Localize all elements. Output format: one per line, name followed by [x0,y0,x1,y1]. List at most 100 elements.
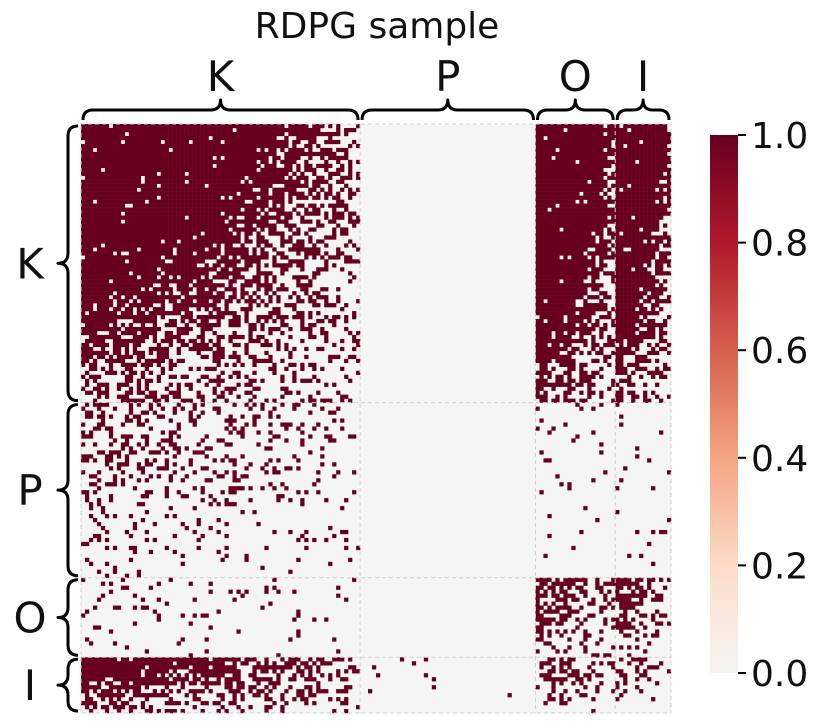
matrix-cell [172,211,177,216]
matrix-cell [284,322,289,328]
matrix-cell [124,179,130,184]
matrix-cell [176,358,181,364]
matrix-cell [172,267,177,272]
matrix-cell [651,374,656,379]
matrix-cell [248,223,253,228]
matrix-cell [272,319,277,324]
matrix-cell [81,135,86,141]
matrix-cell [164,271,169,276]
matrix-cell [180,207,185,212]
matrix-cell [124,291,130,296]
matrix-cell [164,287,169,292]
matrix-cell [555,211,560,216]
matrix-cell [88,279,94,284]
matrix-cell [336,179,341,184]
matrix-cell [108,227,114,232]
matrix-cell [104,291,110,296]
matrix-cell [224,307,229,312]
matrix-cell [164,203,169,208]
matrix-cell [547,263,552,268]
matrix-cell [571,295,576,300]
matrix-cell [571,167,576,173]
matrix-cell [104,271,110,276]
matrix-cell [663,147,668,153]
matrix-cell [535,219,540,224]
matrix-cell [92,362,98,368]
matrix-cell [124,159,130,165]
matrix-cell [555,354,560,360]
matrix-cell [579,235,584,240]
matrix-cell [571,299,576,304]
matrix-cell [639,279,644,284]
matrix-cell [208,255,213,260]
matrix-cell [559,195,564,200]
matrix-cell [168,255,173,260]
matrix-cell [152,179,157,184]
matrix-cell [268,315,273,320]
matrix-cell [659,334,664,340]
matrix-cell [320,346,325,352]
matrix-cell [204,251,209,256]
matrix-cell [631,143,636,149]
matrix-cell [292,131,297,137]
matrix-cell [539,279,544,284]
matrix-cell [220,378,225,383]
matrix-cell [224,247,229,252]
matrix-cell [156,143,161,149]
matrix-cell [140,315,146,320]
matrix-cell [300,191,305,196]
matrix-cell [124,338,130,344]
matrix-cell [619,275,624,280]
matrix-cell [176,382,181,387]
matrix-cell [252,203,257,208]
matrix-cell [220,124,225,129]
matrix-cell [136,326,142,332]
matrix-cell [619,398,624,403]
matrix-cell [551,291,556,296]
matrix-cell [244,124,249,129]
matrix-cell [272,231,277,236]
matrix-cell [164,263,169,268]
matrix-cell [352,243,357,248]
matrix-cell [184,143,189,149]
matrix-cell [148,219,154,224]
matrix-cell [124,167,130,173]
matrix-cell [655,322,660,328]
matrix-cell [344,319,349,324]
matrix-cell [643,311,648,316]
matrix-cell [563,279,568,284]
matrix-cell [304,283,309,288]
matrix-cell [224,255,229,260]
matrix-cell [607,159,612,165]
matrix-cell [176,207,181,212]
matrix-cell [216,235,221,240]
matrix-cell [232,334,237,340]
matrix-cell [220,199,225,204]
matrix-cell [248,219,253,224]
matrix-cell [120,171,126,176]
matrix-cell [639,271,644,276]
matrix-cell [112,342,118,348]
matrix-cell [539,267,544,272]
matrix-cell [188,255,193,260]
matrix-cell [308,127,313,133]
matrix-cell [579,143,584,149]
matrix-cell [667,171,672,176]
matrix-cell [667,315,672,320]
matrix-cell [559,143,564,149]
matrix-cell [571,283,576,288]
matrix-cell [116,303,122,308]
matrix-cell [631,350,636,356]
matrix-cell [156,211,161,216]
matrix-cell [96,291,102,296]
matrix-cell [168,219,173,224]
matrix-cell [228,223,233,228]
matrix-cell [176,183,181,188]
matrix-cell [591,374,596,379]
matrix-cell [92,195,98,200]
matrix-cell [563,163,568,169]
matrix-cell [104,287,110,292]
matrix-cell [252,163,257,169]
matrix-cell [332,235,337,240]
matrix-cell [84,342,90,348]
